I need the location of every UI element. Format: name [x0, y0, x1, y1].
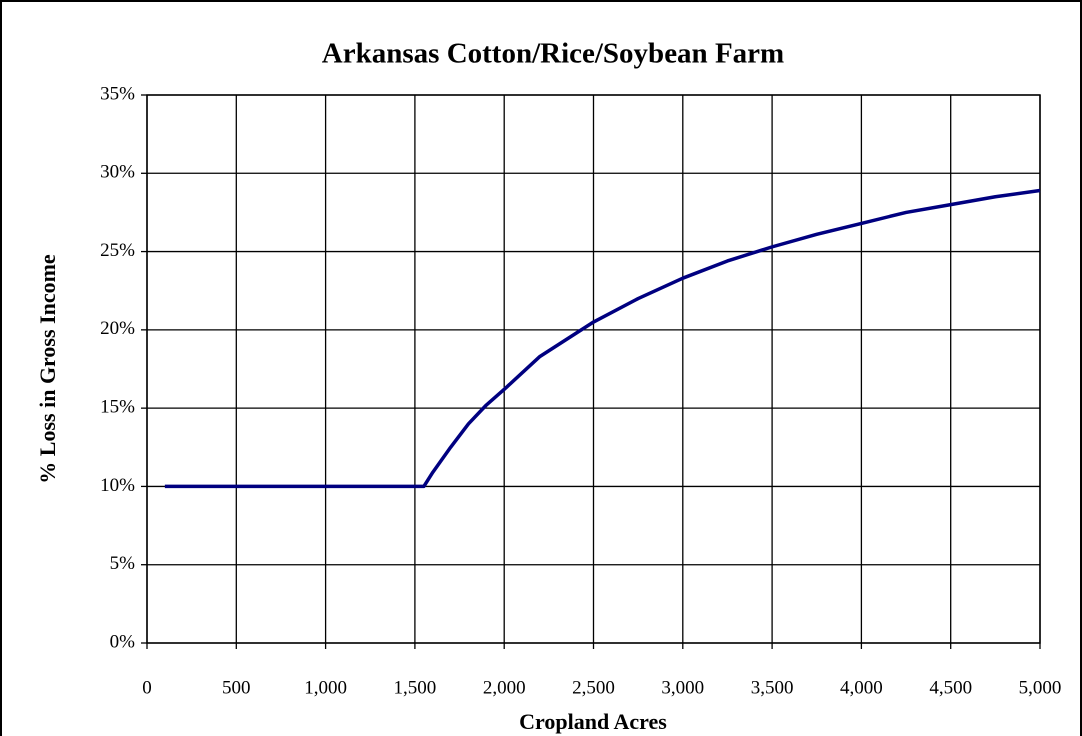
y-tick-label: 35% [100, 83, 135, 104]
y-tick-label: 20% [100, 318, 135, 339]
plot-border [146, 94, 1041, 644]
x-tick-label: 1,500 [394, 677, 437, 698]
y-tick-label: 10% [100, 475, 135, 496]
x-tick-label: 3,000 [661, 677, 704, 698]
y-tick-label: 0% [110, 631, 136, 652]
y-tick-label: 25% [100, 240, 135, 261]
y-tick-label: 30% [100, 162, 135, 183]
x-tick-label: 500 [222, 677, 251, 698]
x-tick-label: 0 [142, 677, 152, 698]
x-tick-label: 3,500 [751, 677, 794, 698]
x-tick-label: 5,000 [1019, 677, 1062, 698]
x-axis-label: Cropland Acres [519, 709, 667, 734]
data-line [164, 188, 1041, 489]
chart-title: Arkansas Cotton/Rice/Soybean Farm [322, 38, 784, 70]
x-tick-label: 1,000 [304, 677, 347, 698]
y-tick-label: 15% [100, 397, 135, 418]
x-tick-label: 2,000 [483, 677, 526, 698]
x-tick-label: 2,500 [572, 677, 615, 698]
y-tick-label: 5% [110, 553, 136, 574]
x-tick-label: 4,500 [929, 677, 972, 698]
x-tick-label: 4,000 [840, 677, 883, 698]
y-axis-label: % Loss in Gross Income [35, 254, 60, 484]
